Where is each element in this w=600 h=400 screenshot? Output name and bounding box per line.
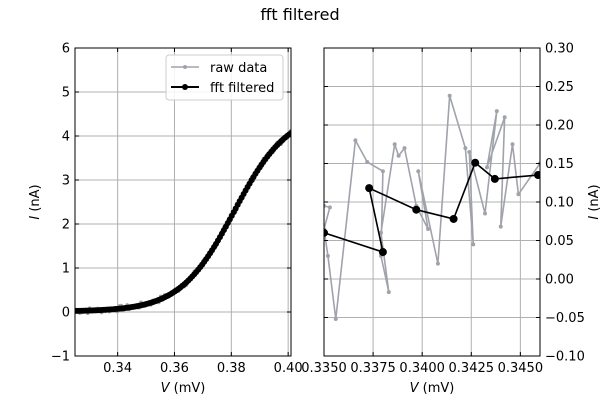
axes-frame — [74, 47, 292, 357]
y-tick-label: −0.05 — [545, 311, 585, 326]
raw-data-point — [365, 159, 370, 164]
plot-area — [75, 128, 291, 315]
raw-data-point — [494, 109, 499, 114]
y-tick-label: 2 — [62, 218, 70, 233]
y-tick-label: 4 — [62, 130, 70, 145]
figure-title: fft filtered — [260, 5, 340, 24]
fft-filtered-point — [324, 228, 328, 237]
plot-area — [324, 93, 540, 322]
x-tick-label: 0.3375 — [350, 361, 396, 376]
x-tick-label: 0.38 — [217, 361, 246, 376]
x-tick-label: 0.3350 — [301, 361, 347, 376]
x-tick-label: 0.3425 — [449, 361, 495, 376]
raw-data-point — [353, 138, 358, 143]
raw-data-line — [324, 95, 540, 320]
raw-data-point — [510, 142, 515, 147]
x-tick-label: 0.34 — [103, 361, 132, 376]
raw-data-point — [378, 230, 383, 235]
raw-data-point — [435, 261, 440, 266]
y-tick-label: 0.20 — [545, 119, 574, 134]
y-tick-label: 6 — [62, 42, 70, 57]
raw-data-point — [327, 205, 332, 210]
y-axis-label: I (nA) — [28, 184, 43, 219]
raw-data-point — [392, 142, 397, 147]
legend-fft-marker — [182, 84, 188, 90]
raw-data-point — [396, 153, 401, 158]
raw-data-point — [467, 149, 472, 154]
raw-data-point — [463, 146, 468, 151]
raw-data-point — [516, 192, 521, 197]
left-axes: 0.34 0.36 0.38 0.40 −1 0 1 2 3 4 5 6 V (mV) I (nA) raw… — [28, 42, 303, 397]
raw-data-point — [471, 242, 476, 247]
raw-data-point — [498, 224, 503, 229]
y-tick-label: 5 — [62, 86, 70, 101]
y-axis-label: I (nA) — [587, 184, 600, 219]
x-tick-label: 0.36 — [160, 361, 189, 376]
raw-data-point — [380, 169, 385, 174]
y-tick-label: 0.30 — [545, 42, 574, 57]
y-tick-label: 0.25 — [545, 80, 574, 95]
y-tick-label: 0.00 — [545, 273, 574, 288]
raw-data-point — [333, 317, 338, 322]
fft-filtered-line — [324, 161, 539, 254]
x-tick-label: 0.3400 — [399, 361, 445, 376]
fft-filtered-point — [534, 171, 540, 180]
fft-filtered-point — [412, 205, 421, 214]
y-tick-label: 0.10 — [545, 196, 574, 211]
y-tick-label: −1 — [51, 350, 70, 365]
fft-filtered-point — [490, 174, 499, 183]
raw-data-point — [447, 93, 452, 98]
raw-data-point — [483, 211, 488, 216]
raw-data-point — [325, 253, 330, 258]
y-tick-label: 0.05 — [545, 234, 574, 249]
raw-data-point — [386, 290, 391, 295]
x-tick-label: 0.3450 — [498, 361, 544, 376]
y-tick-label: 0 — [62, 306, 70, 321]
raw-data-point — [416, 169, 421, 174]
fft-filtered-point — [378, 248, 387, 257]
right-axes: 0.3350 0.3375 0.3400 0.3425 0.3450−0.10 −0.05… — [301, 42, 600, 397]
x-axis-label: V (mV) — [410, 381, 455, 396]
raw-data-point — [402, 146, 407, 151]
legend: raw data fft filtered — [165, 54, 284, 101]
y-tick-label: 3 — [62, 174, 70, 189]
axes-frame — [323, 47, 541, 357]
raw-data-point — [484, 165, 489, 170]
legend-raw-marker — [183, 65, 187, 69]
x-axis-label: V (mV) — [161, 381, 206, 396]
fft-filtered-point — [449, 214, 458, 223]
legend-raw-label: raw data — [210, 61, 267, 76]
legend-fft-label: fft filtered — [210, 81, 274, 96]
fft-filtered-point — [365, 184, 374, 193]
fft-filtered-point — [288, 130, 291, 137]
y-tick-label: −0.10 — [545, 350, 585, 365]
fft-filtered-point — [471, 158, 480, 167]
y-tick-label: 1 — [62, 262, 70, 277]
raw-data-point — [426, 226, 431, 231]
y-tick-label: 0.15 — [545, 157, 574, 172]
x-tick-label: 0.40 — [274, 361, 303, 376]
raw-data-point — [502, 115, 507, 120]
